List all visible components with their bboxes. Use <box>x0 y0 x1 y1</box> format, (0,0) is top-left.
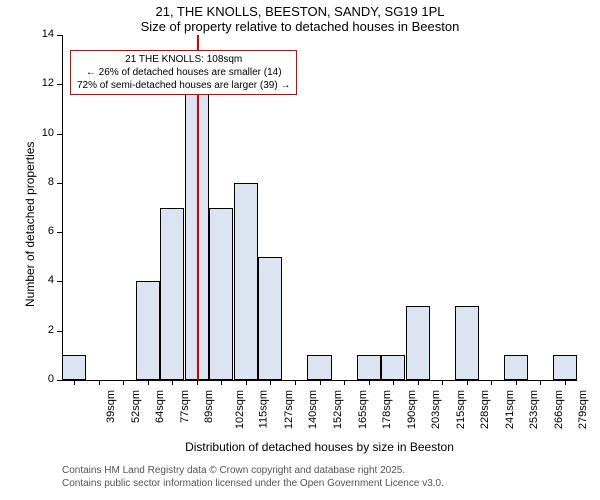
plot-area: 0246810121439sqm52sqm64sqm77sqm89sqm102s… <box>62 35 577 380</box>
x-tick-mark <box>295 380 296 385</box>
title-block: 21, THE KNOLLS, BEESTON, SANDY, SG19 1PL… <box>0 0 600 34</box>
y-tick-mark <box>57 35 62 36</box>
x-tick-mark <box>197 380 198 385</box>
x-tick-label: 165sqm <box>357 390 369 429</box>
y-tick-mark <box>57 183 62 184</box>
y-tick-mark <box>57 134 62 135</box>
histogram-bar <box>307 355 331 380</box>
x-tick-mark <box>221 380 222 385</box>
x-tick-mark <box>393 380 394 385</box>
histogram-bar <box>553 355 577 380</box>
y-tick-mark <box>57 281 62 282</box>
x-tick-mark <box>172 380 173 385</box>
histogram-bar <box>455 306 479 380</box>
y-tick-mark <box>57 84 62 85</box>
x-tick-label: 253sqm <box>528 390 540 429</box>
histogram-bar <box>160 208 184 381</box>
x-tick-mark <box>344 380 345 385</box>
x-tick-mark <box>516 380 517 385</box>
x-tick-label: 39sqm <box>105 390 117 423</box>
x-axis-label: Distribution of detached houses by size … <box>62 440 577 454</box>
x-tick-label: 241sqm <box>504 390 516 429</box>
x-tick-label: 190sqm <box>406 390 418 429</box>
x-tick-mark <box>491 380 492 385</box>
x-tick-mark <box>418 380 419 385</box>
annotation-line: 21 THE KNOLLS: 108sqm <box>77 53 290 66</box>
x-tick-mark <box>369 380 370 385</box>
annotation-line: 72% of semi-detached houses are larger (… <box>77 79 290 92</box>
y-tick-label: 0 <box>32 373 54 385</box>
y-tick-label: 14 <box>32 28 54 40</box>
x-tick-label: 279sqm <box>577 390 589 429</box>
y-tick-label: 12 <box>32 77 54 89</box>
histogram-bar <box>381 355 405 380</box>
histogram-bar <box>234 183 258 380</box>
x-tick-label: 228sqm <box>479 390 491 429</box>
x-tick-mark <box>442 380 443 385</box>
y-tick-label: 2 <box>32 324 54 336</box>
x-tick-label: 215sqm <box>455 390 467 429</box>
x-tick-label: 77sqm <box>179 390 191 423</box>
x-tick-mark <box>246 380 247 385</box>
x-tick-mark <box>540 380 541 385</box>
histogram-bar <box>357 355 381 380</box>
x-tick-mark <box>467 380 468 385</box>
x-tick-mark <box>270 380 271 385</box>
footer-line-2: Contains public sector information licen… <box>62 478 444 489</box>
x-tick-label: 115sqm <box>258 390 270 428</box>
histogram-bar <box>504 355 528 380</box>
x-tick-label: 102sqm <box>234 390 246 429</box>
y-tick-mark <box>57 232 62 233</box>
y-tick-mark <box>57 331 62 332</box>
x-tick-mark <box>99 380 100 385</box>
chart-title-2: Size of property relative to detached ho… <box>0 19 600 34</box>
y-axis-label: Number of detached properties <box>23 107 37 307</box>
x-tick-label: 152sqm <box>332 390 344 429</box>
x-tick-label: 203sqm <box>430 390 442 429</box>
histogram-bar <box>136 281 160 380</box>
x-tick-label: 64sqm <box>154 390 166 423</box>
x-tick-label: 89sqm <box>203 390 215 423</box>
annotation-box: 21 THE KNOLLS: 108sqm← 26% of detached h… <box>70 50 297 95</box>
chart-title-1: 21, THE KNOLLS, BEESTON, SANDY, SG19 1PL <box>0 4 600 19</box>
x-tick-label: 266sqm <box>553 390 565 429</box>
x-tick-mark <box>123 380 124 385</box>
x-tick-mark <box>565 380 566 385</box>
x-tick-label: 178sqm <box>381 390 393 429</box>
chart-container: 21, THE KNOLLS, BEESTON, SANDY, SG19 1PL… <box>0 0 600 500</box>
histogram-bar <box>209 208 233 381</box>
histogram-bar <box>258 257 282 380</box>
x-tick-label: 127sqm <box>283 390 295 429</box>
x-tick-label: 140sqm <box>308 390 320 429</box>
annotation-line: ← 26% of detached houses are smaller (14… <box>77 66 290 79</box>
x-tick-label: 52sqm <box>130 390 142 423</box>
x-tick-mark <box>74 380 75 385</box>
footer-line-1: Contains HM Land Registry data © Crown c… <box>62 465 405 476</box>
y-axis-line <box>62 35 63 380</box>
histogram-bar <box>62 355 86 380</box>
x-tick-mark <box>320 380 321 385</box>
histogram-bar <box>406 306 430 380</box>
y-tick-mark <box>57 380 62 381</box>
x-tick-mark <box>148 380 149 385</box>
